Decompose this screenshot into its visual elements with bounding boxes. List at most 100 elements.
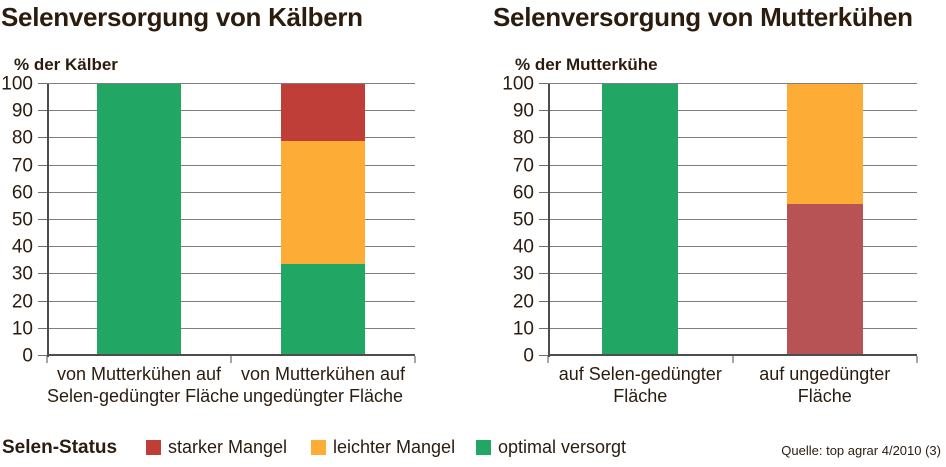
- x-tick: [916, 356, 918, 363]
- category-slot: [231, 84, 415, 356]
- bar-segment-starker-mangel: [786, 203, 863, 356]
- x-axis-labels-mutterkuehe: auf Selen-gedüngter Fläche auf ungedüngter…: [548, 363, 917, 415]
- legend-item-starker-mangel: starker Mangel: [146, 437, 287, 458]
- y-tick: [539, 110, 548, 112]
- y-tick-label: 30: [11, 263, 33, 285]
- y-tick-label: 100: [502, 73, 534, 95]
- x-tick: [46, 356, 48, 363]
- y-tick: [38, 83, 47, 84]
- gridline: [47, 354, 415, 356]
- bar-segment-starker-mangel: [281, 84, 365, 142]
- gridline: [548, 246, 917, 248]
- category-label-line: auf Selen-gedüngter: [558, 364, 722, 384]
- y-tick: [539, 164, 548, 166]
- y-tick: [38, 355, 47, 356]
- gridline: [548, 219, 917, 220]
- y-tick-label: 20: [11, 291, 33, 313]
- y-tick-label: 20: [512, 291, 534, 313]
- y-tick-label: 0: [523, 345, 534, 367]
- legend-label-leichter-mangel: leichter Mangel: [333, 437, 456, 457]
- y-axis-label-kaelber: % der Kälber: [14, 55, 118, 74]
- y-tick: [539, 327, 548, 329]
- y-tick: [539, 137, 548, 139]
- legend-title: Selen-Status: [2, 437, 118, 458]
- x-tick: [414, 356, 416, 363]
- category-label-line: Fläche: [797, 386, 852, 406]
- y-tick: [38, 219, 47, 220]
- stacked-bar: [602, 84, 679, 356]
- y-tick-label: 70: [512, 155, 534, 177]
- y-tick-label: 40: [512, 236, 534, 258]
- category-slot: [733, 84, 918, 356]
- category-label: auf Selen-gedüngter Fläche: [548, 363, 733, 407]
- gridline: [47, 110, 415, 112]
- category-slot: [47, 84, 231, 356]
- chart-mutterkuehe: Selenversorgung von Mutterkühen % der Mu…: [473, 0, 946, 467]
- category-label-line: ungedüngter Fläche: [242, 386, 404, 406]
- y-tick: [539, 273, 548, 275]
- y-tick-label: 50: [11, 209, 33, 231]
- y-tick: [539, 219, 548, 220]
- gridline: [47, 246, 415, 248]
- x-tick: [230, 356, 232, 363]
- gridline: [47, 273, 415, 275]
- y-tick-label: 80: [11, 127, 33, 149]
- gridline: [548, 83, 917, 84]
- chart-title-mutterkuehe: Selenversorgung von Mutterkühen: [493, 2, 913, 32]
- category-label-line: auf ungedüngter: [759, 364, 891, 384]
- y-tick-label: 10: [512, 318, 534, 340]
- gridline: [47, 137, 415, 139]
- y-tick: [38, 137, 47, 139]
- x-tick: [732, 356, 733, 363]
- gridline: [47, 83, 415, 84]
- legend-item-optimal-versorgt: optimal versorgt: [476, 437, 626, 458]
- gridline: [47, 191, 415, 193]
- optimal-versorgt-swatch: [476, 440, 491, 455]
- category-label: von Mutterkühen auf ungedüngter Fläche: [231, 363, 415, 407]
- y-tick: [539, 246, 548, 248]
- bar-segment-optimal-versorgt: [281, 263, 365, 356]
- y-tick-label: 50: [512, 209, 534, 231]
- y-tick-label: 80: [512, 127, 534, 149]
- category-label: auf ungedüngter Fläche: [733, 363, 918, 407]
- stacked-bar: [281, 84, 365, 356]
- y-tick: [539, 191, 548, 193]
- legend-label-starker-mangel: starker Mangel: [168, 437, 288, 457]
- gridline: [548, 300, 917, 302]
- stacked-bar: [97, 84, 181, 356]
- y-tick-label: 0: [22, 345, 33, 367]
- bar-segment-optimal-versorgt: [602, 84, 679, 356]
- gridline: [47, 300, 415, 302]
- y-tick-label: 60: [512, 182, 534, 204]
- category-label-line: Fläche: [613, 386, 668, 406]
- chart-title-kaelber: Selenversorgung von Kälbern: [1, 2, 363, 32]
- leichter-mangel-swatch: [311, 440, 326, 455]
- chart-kaelber: Selenversorgung von Kälbern % der Kälber…: [0, 0, 470, 467]
- x-axis-labels-kaelber: von Mutterkühen auf Selen-gedüngter Fläch…: [47, 363, 415, 415]
- category-label-line: von Mutterkühen auf: [240, 364, 406, 384]
- y-tick: [38, 327, 47, 329]
- gridline: [548, 110, 917, 112]
- y-tick-label: 100: [1, 73, 33, 95]
- y-tick-label: 70: [11, 155, 33, 177]
- y-tick-label: 90: [11, 100, 33, 122]
- gridline: [548, 327, 917, 329]
- gridline: [47, 327, 415, 329]
- y-tick: [38, 110, 47, 112]
- category-label-line: Selen-gedüngter Fläche: [47, 386, 240, 406]
- y-tick-label: 90: [512, 100, 534, 122]
- legend-item-leichter-mangel: leichter Mangel: [311, 437, 455, 458]
- y-tick: [539, 83, 548, 84]
- gridline: [47, 219, 415, 220]
- y-tick: [38, 300, 47, 302]
- gridline: [47, 164, 415, 166]
- y-tick: [539, 300, 548, 302]
- y-tick-label: 40: [11, 236, 33, 258]
- starker-mangel-swatch: [146, 440, 161, 455]
- y-tick-label: 10: [11, 318, 33, 340]
- y-tick-label: 30: [512, 263, 534, 285]
- legend: Selen-Status starker Mangel leichter Man…: [0, 434, 946, 466]
- legend-label-optimal-versorgt: optimal versorgt: [498, 437, 627, 457]
- stacked-bar: [786, 84, 863, 356]
